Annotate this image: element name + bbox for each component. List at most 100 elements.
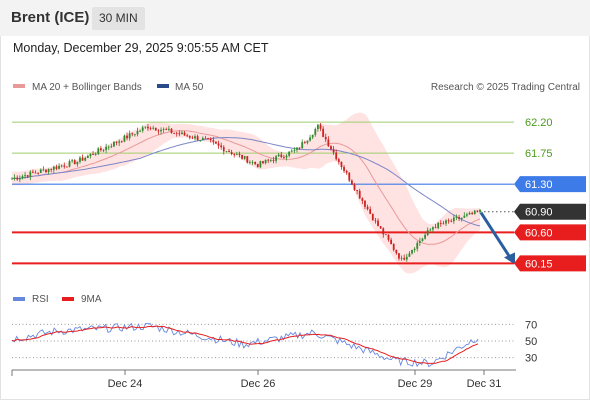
candle-body bbox=[81, 157, 84, 161]
bollinger-band-area bbox=[12, 112, 480, 274]
candle-body bbox=[68, 161, 71, 167]
instrument-title: Brent (ICE) bbox=[11, 9, 90, 26]
moving-averages bbox=[11, 130, 481, 245]
candle-body bbox=[222, 147, 225, 152]
candle-body bbox=[309, 137, 311, 141]
candle-body bbox=[186, 135, 189, 137]
candle-body bbox=[348, 172, 351, 181]
datetime-label: Monday, December 29, 2025 9:05:55 AM CET bbox=[13, 41, 269, 55]
rsi-tick-label: 70 bbox=[525, 319, 537, 331]
candle-body bbox=[73, 160, 76, 165]
candle-body bbox=[353, 184, 356, 190]
candle-body bbox=[369, 209, 372, 214]
candle-body bbox=[395, 249, 398, 254]
candle-body bbox=[97, 148, 100, 155]
candle-body bbox=[416, 242, 419, 249]
time-axis: Dec 24 Dec 26 Dec 29 Dec 31 bbox=[11, 369, 516, 390]
candle-body bbox=[86, 155, 89, 158]
candle-body bbox=[463, 215, 466, 218]
candle-body bbox=[432, 227, 434, 230]
timeframe-button[interactable]: 30 MIN bbox=[92, 7, 145, 30]
candle-body bbox=[47, 169, 50, 173]
candle-body bbox=[34, 172, 37, 174]
candle-body bbox=[280, 154, 283, 158]
candle-body bbox=[460, 217, 463, 219]
candle-body bbox=[39, 169, 42, 173]
candle-body bbox=[230, 152, 233, 155]
candle-body bbox=[398, 253, 400, 259]
candle-body bbox=[194, 136, 196, 139]
candle-body bbox=[473, 210, 476, 215]
candle-body bbox=[400, 257, 403, 259]
candle-body bbox=[13, 177, 16, 179]
candle-body bbox=[293, 149, 296, 151]
candle-body bbox=[298, 147, 301, 149]
candle-body bbox=[330, 146, 332, 150]
candle-body bbox=[408, 253, 411, 257]
candle-body bbox=[235, 153, 238, 155]
candle-body bbox=[429, 229, 432, 231]
candle-body bbox=[16, 177, 19, 180]
candle-body bbox=[209, 138, 212, 141]
candle-body bbox=[374, 220, 377, 222]
bollinger-legend-label: MA 20 + Bollinger Bands bbox=[32, 82, 142, 93]
candle-body bbox=[154, 127, 157, 131]
candle-body bbox=[442, 223, 445, 225]
candle-body bbox=[387, 234, 390, 240]
candle-body bbox=[45, 169, 47, 173]
candle-body bbox=[188, 136, 191, 138]
candle-body bbox=[303, 142, 306, 143]
candle-body bbox=[18, 178, 21, 180]
candle-body bbox=[102, 149, 105, 151]
candle-body bbox=[267, 159, 270, 161]
candle-body bbox=[426, 230, 429, 235]
candle-body bbox=[233, 154, 236, 155]
candle-body bbox=[228, 150, 230, 153]
candle-body bbox=[319, 124, 322, 129]
candle-body bbox=[413, 248, 416, 251]
candle-body bbox=[256, 163, 259, 168]
candle-body bbox=[275, 156, 277, 161]
x-tick-label: Dec 31 bbox=[467, 378, 502, 390]
candle-body bbox=[183, 132, 186, 136]
candle-body bbox=[335, 152, 338, 160]
candle-body bbox=[66, 166, 68, 168]
candle-body bbox=[447, 220, 450, 222]
rsi-legend-label: RSI bbox=[32, 294, 49, 305]
candle-body bbox=[21, 176, 24, 179]
candle-body bbox=[58, 165, 60, 169]
candle-body bbox=[201, 137, 204, 141]
level-tag-bg bbox=[514, 203, 586, 220]
candle-body bbox=[450, 220, 453, 222]
rsi-legend-swatch bbox=[13, 297, 25, 301]
candle-body bbox=[24, 175, 26, 177]
candle-body bbox=[350, 180, 353, 185]
candle-body bbox=[382, 228, 385, 235]
candle-body bbox=[212, 140, 215, 142]
candle-body bbox=[296, 147, 298, 150]
candle-body bbox=[455, 217, 458, 218]
candle-body bbox=[99, 148, 102, 151]
candle-body bbox=[476, 210, 479, 212]
candle-body bbox=[452, 217, 455, 222]
candle-body bbox=[120, 141, 123, 143]
forecast-arrow bbox=[479, 211, 515, 265]
candle-body bbox=[76, 161, 79, 165]
candle-body bbox=[458, 217, 460, 219]
candle-body bbox=[60, 165, 63, 167]
candle-body bbox=[285, 155, 288, 158]
candle-body bbox=[220, 145, 223, 148]
candle-body bbox=[160, 129, 162, 132]
candle-body bbox=[424, 234, 426, 239]
candle-body bbox=[445, 220, 447, 224]
candle-body bbox=[324, 136, 327, 140]
candle-body bbox=[434, 227, 437, 229]
candle-body bbox=[178, 133, 181, 135]
candle-body bbox=[377, 220, 379, 227]
rsi-panel: 70 50 30 bbox=[11, 319, 537, 368]
candle-body bbox=[356, 189, 359, 191]
candle-body bbox=[262, 161, 264, 164]
candle-body bbox=[283, 157, 285, 158]
level-tag-bg bbox=[514, 224, 586, 241]
